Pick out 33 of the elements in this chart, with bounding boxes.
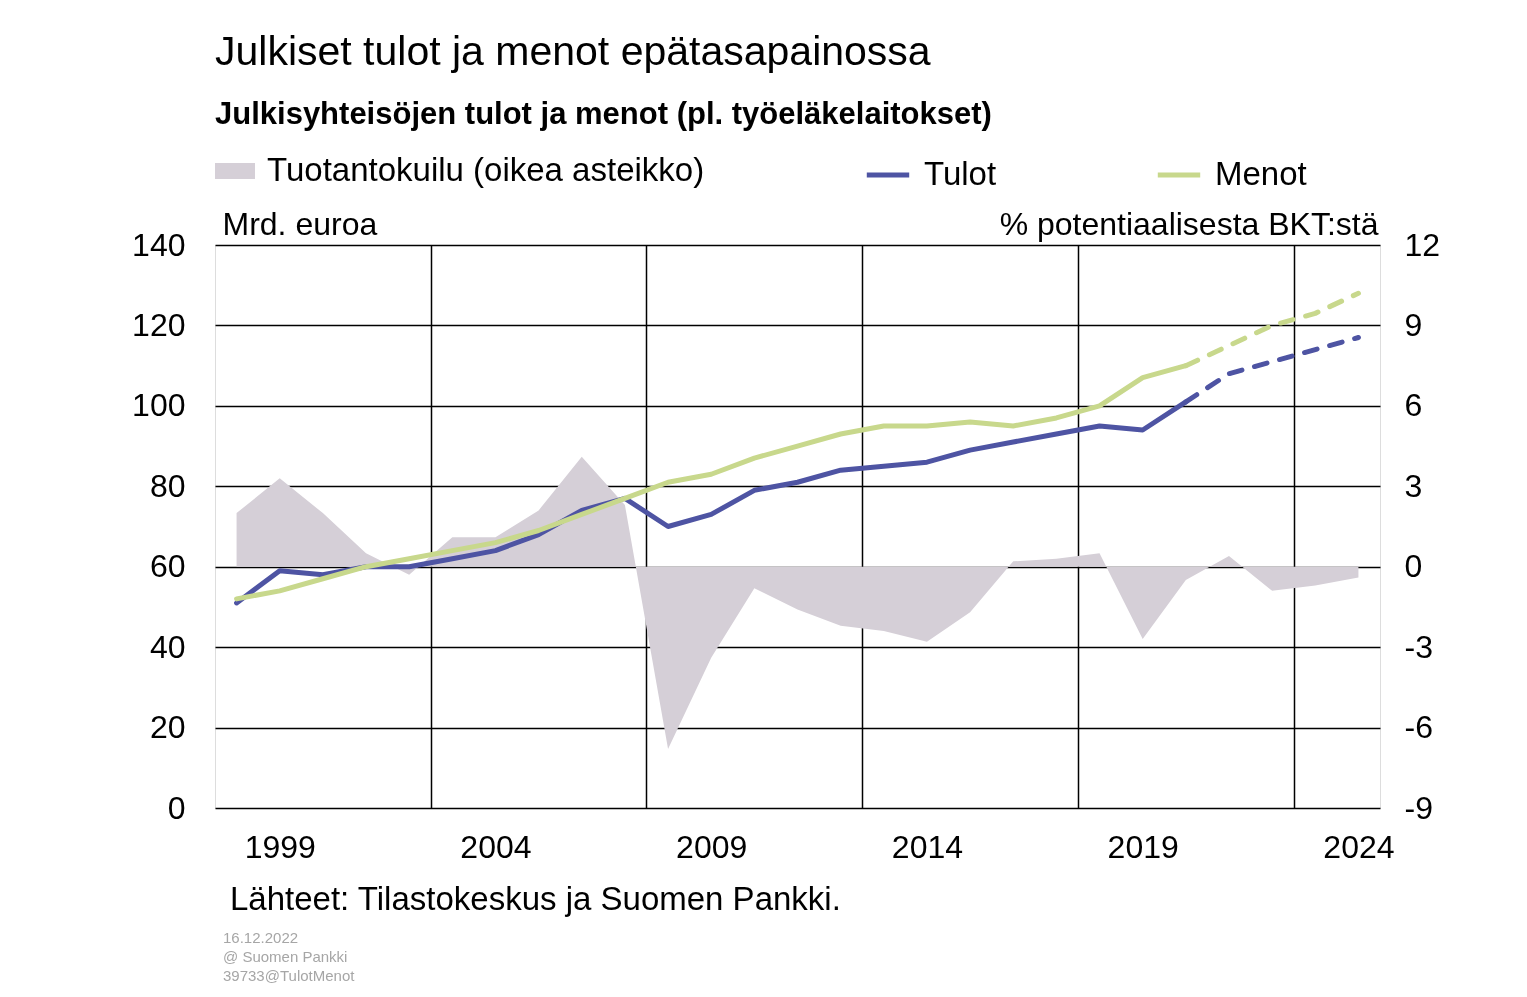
- y-tick-label: 140: [132, 226, 186, 263]
- text: @ Suomen Pankki: [223, 948, 348, 965]
- legend-label: Tuotantokuilu (oikea asteikko): [267, 151, 705, 188]
- x-tick-label: 2024: [1323, 828, 1395, 865]
- y2-tick-label: 0: [1404, 548, 1423, 585]
- y-tick-label: 40: [149, 628, 186, 665]
- y2-tick-label: -6: [1404, 709, 1433, 746]
- y2-tick-label: 3: [1404, 467, 1423, 504]
- y2-tick-label: -3: [1404, 628, 1433, 665]
- text: 39733@TulotMenot: [223, 967, 356, 984]
- y2-tick-label: 12: [1404, 226, 1441, 263]
- y-tick-label: 80: [149, 467, 186, 504]
- y2-axis-title: % potentiaalisesta BKT:stä: [999, 205, 1379, 242]
- legend-label: Tulot: [924, 155, 997, 192]
- x-tick-label: 2019: [1107, 828, 1179, 865]
- text: Lähteet: Tilastokeskus ja Suomen Pankki.: [230, 880, 841, 917]
- x-tick-label: 1999: [244, 828, 316, 865]
- y-tick-label: 0: [167, 789, 186, 826]
- x-tick-label: 2009: [676, 828, 748, 865]
- chart-title: Julkiset tulot ja menot epätasapainossa: [215, 28, 931, 74]
- y2-tick-label: 9: [1404, 306, 1423, 343]
- y-tick-label: 20: [149, 709, 186, 746]
- y-tick-label: 120: [132, 306, 186, 343]
- x-tick-label: 2014: [891, 828, 964, 865]
- x-tick-label: 2004: [460, 828, 532, 865]
- y2-tick-label: 6: [1404, 387, 1423, 424]
- y-tick-label: 60: [149, 548, 186, 585]
- y2-tick-label: -9: [1404, 789, 1433, 826]
- legend-label: Menot: [1215, 155, 1307, 192]
- y-tick-label: 100: [132, 387, 186, 424]
- text: 16.12.2022: [223, 929, 299, 946]
- chart-subtitle: Julkisyhteisöjen tulot ja menot (pl. työeläkelaitokset): [215, 96, 992, 131]
- y-axis-title: Mrd. euroa: [222, 205, 378, 242]
